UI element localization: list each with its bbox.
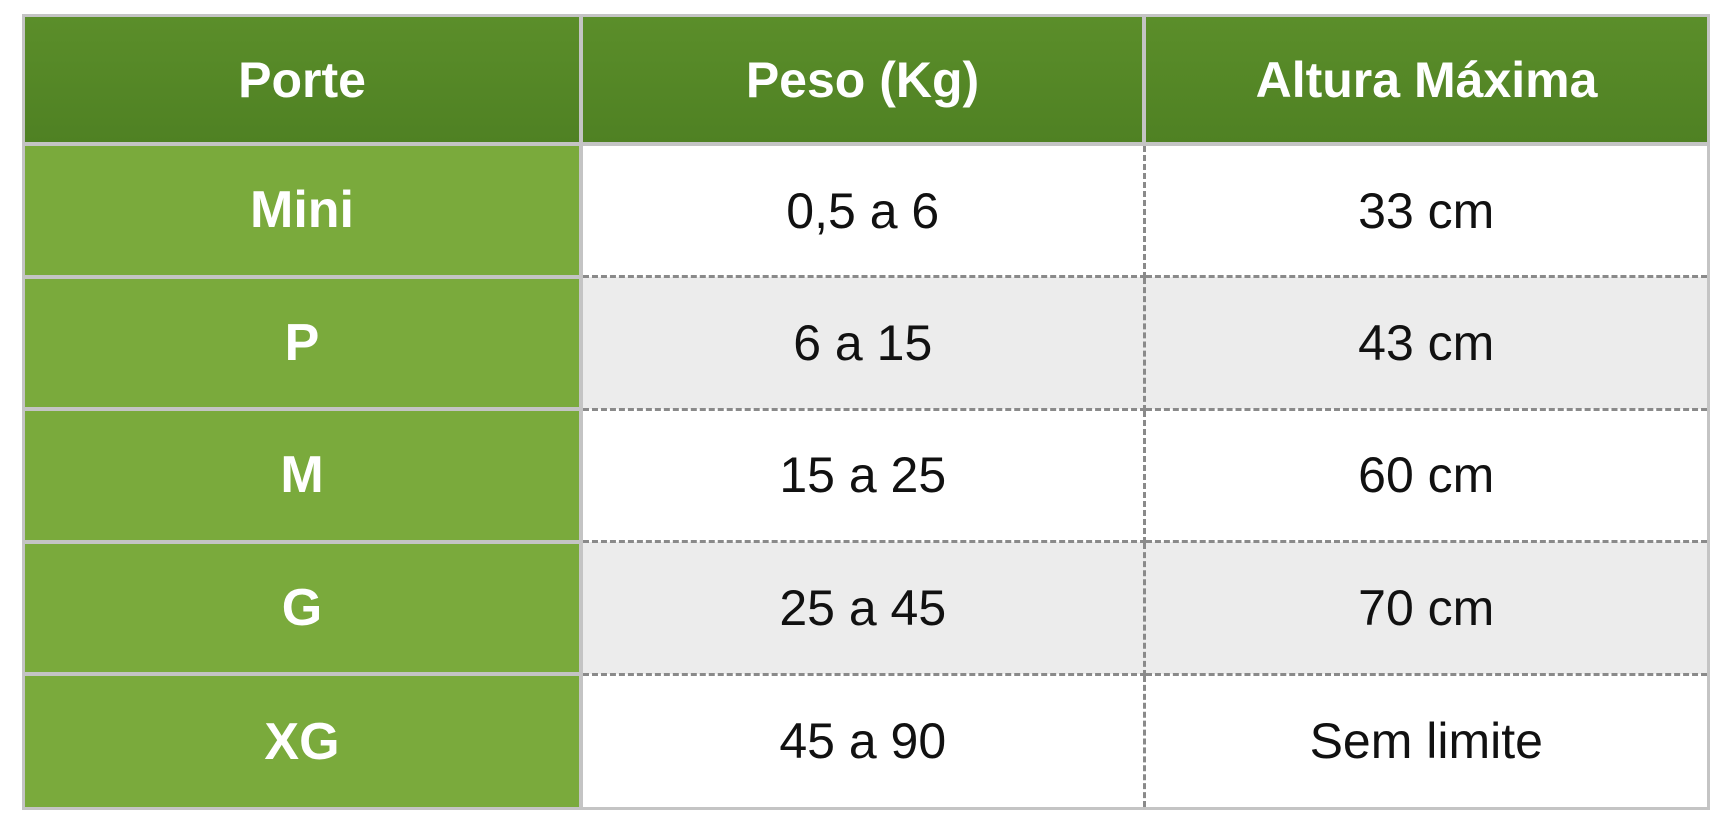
header-porte: Porte bbox=[25, 17, 583, 146]
table-row: P 6 a 15 43 cm bbox=[25, 276, 1707, 412]
table-row: G 25 a 45 70 cm bbox=[25, 541, 1707, 677]
table-row: Mini 0,5 a 6 33 cm bbox=[25, 144, 1707, 279]
row-label-porte: M bbox=[25, 409, 583, 544]
table-row: XG 45 a 90 Sem limite bbox=[25, 674, 1707, 807]
size-table: Porte Peso (Kg) Altura Máxima Mini 0,5 a… bbox=[25, 17, 1707, 807]
cell-peso: 15 a 25 bbox=[581, 409, 1146, 544]
row-label-porte: P bbox=[25, 276, 583, 412]
table-row: M 15 a 25 60 cm bbox=[25, 409, 1707, 544]
cell-peso: 6 a 15 bbox=[581, 276, 1146, 411]
table-header-row: Porte Peso (Kg) Altura Máxima bbox=[25, 17, 1707, 146]
cell-altura: Sem limite bbox=[1144, 674, 1707, 807]
cell-altura: 70 cm bbox=[1144, 541, 1707, 676]
cell-peso: 0,5 a 6 bbox=[581, 144, 1146, 279]
cell-altura: 33 cm bbox=[1144, 144, 1707, 279]
cell-peso: 45 a 90 bbox=[581, 674, 1146, 807]
cell-peso: 25 a 45 bbox=[581, 541, 1146, 676]
cell-altura: 43 cm bbox=[1144, 276, 1707, 411]
cell-altura: 60 cm bbox=[1144, 409, 1707, 544]
row-label-porte: Mini bbox=[25, 144, 583, 279]
row-label-porte: XG bbox=[25, 674, 583, 807]
header-altura-maxima: Altura Máxima bbox=[1144, 17, 1707, 146]
row-label-porte: G bbox=[25, 541, 583, 677]
header-peso: Peso (Kg) bbox=[581, 17, 1146, 146]
size-table-frame: Porte Peso (Kg) Altura Máxima Mini 0,5 a… bbox=[22, 14, 1710, 810]
